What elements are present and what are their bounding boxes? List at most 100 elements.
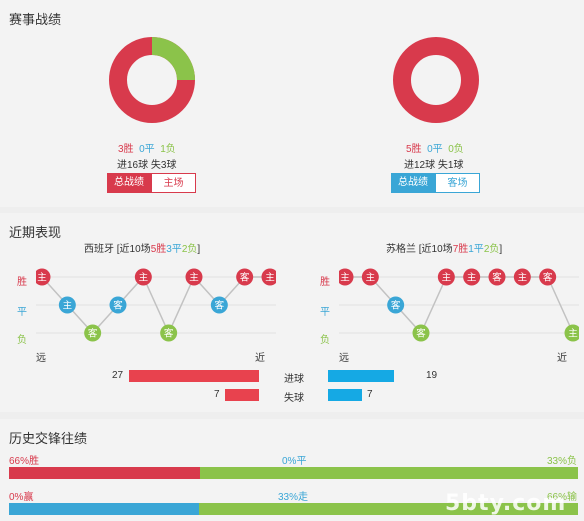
left-form-marker: 客 [160, 324, 178, 342]
watermark: 5bty.com [445, 491, 567, 516]
right-form-marker: 主 [361, 268, 379, 286]
left-form-venue-label: 客 [215, 300, 225, 312]
history-row2-lose-bar [199, 503, 578, 515]
right-form-dot [463, 268, 481, 286]
right-axis-draw: 平 [320, 307, 330, 318]
right-form-dot [437, 268, 455, 286]
right-summary-prefix: [近10场 [418, 244, 453, 255]
left-goals-against-value: 7 [214, 389, 220, 400]
history-row2-push-bar [9, 503, 199, 515]
right-tab-away[interactable]: 客场 [435, 173, 480, 193]
right-goals-for-bar [328, 370, 394, 382]
right-form-marker: 主 [564, 324, 579, 342]
left-draws: 0平 [139, 144, 155, 155]
left-summary-suffix: ] [197, 244, 201, 255]
left-form-chart: 主主客客主客主客客主 [36, 268, 276, 342]
right-donut-win [393, 37, 479, 123]
left-record-counts: 3胜 0平 1负 [118, 140, 176, 155]
left-axis-far: 远 [36, 353, 46, 364]
right-form-dot [539, 268, 557, 286]
left-form-venue-label: 主 [189, 272, 199, 284]
right-tab-all[interactable]: 总战绩 [391, 173, 435, 193]
left-form-dot [185, 268, 203, 286]
right-form-venue-label: 主 [340, 272, 350, 284]
left-form-dot [84, 324, 102, 342]
left-form-venue-label: 客 [240, 272, 250, 284]
right-form-venue-label: 主 [442, 272, 452, 284]
history-row1-mid: 0%平 [282, 456, 307, 467]
right-form-venue-label: 主 [568, 328, 578, 340]
right-form-marker: 主 [437, 268, 455, 286]
left-form-dot [36, 268, 51, 286]
right-goals-against-value: 7 [367, 389, 373, 400]
left-form-line [41, 275, 270, 335]
history-panel: 历史交锋往绩 66%胜 0%平 33%负 0%赢 33%走 66%输 5bty.… [0, 419, 584, 521]
history-row2-left: 0%赢 [9, 492, 34, 503]
left-form-dot [58, 296, 76, 314]
left-form-marker: 客 [109, 296, 127, 314]
right-draws: 0平 [427, 144, 443, 155]
left-form-marker: 主 [58, 296, 76, 314]
history-row1-loss-bar [200, 467, 578, 479]
right-form-dot [339, 268, 354, 286]
left-form-marker: 主 [134, 268, 152, 286]
right-form-marker: 主 [513, 268, 531, 286]
right-record-counts: 5胜 0平 0负 [406, 140, 464, 155]
right-axis-loss: 负 [320, 335, 330, 346]
right-recent-losses: 2负 [483, 244, 500, 255]
left-form-marker: 主 [261, 268, 276, 286]
right-goals: 进12球 失1球 [404, 160, 464, 171]
right-goals-against-bar [328, 389, 362, 401]
right-losses: 0负 [448, 144, 464, 155]
history-title: 历史交锋往绩 [9, 431, 88, 446]
record-title: 赛事战绩 [9, 12, 62, 27]
left-goals-for-bar [129, 370, 259, 382]
left-form-venue-label: 主 [63, 300, 73, 312]
right-form-dot [564, 324, 579, 342]
left-form-venue-label: 客 [113, 300, 123, 312]
left-form-dot [134, 268, 152, 286]
recent-title: 近期表现 [9, 225, 62, 240]
left-form-venue-label: 客 [88, 328, 98, 340]
left-donut-chart [109, 37, 195, 123]
right-form-dot [488, 268, 506, 286]
right-form-venue-label: 客 [416, 328, 426, 340]
left-axis-win: 胜 [17, 277, 27, 288]
right-form-line [345, 276, 574, 335]
left-form-dot [160, 324, 178, 342]
right-recent-summary: 苏格兰 [近10场7胜1平2负] [386, 240, 502, 255]
right-recent-draws: 1平 [468, 244, 484, 255]
left-form-dot [236, 268, 254, 286]
left-goals: 进16球 失3球 [117, 160, 177, 171]
left-form-marker: 主 [185, 268, 203, 286]
left-recent-losses: 2负 [181, 244, 198, 255]
right-wins: 5胜 [406, 144, 422, 155]
left-tab-all[interactable]: 总战绩 [107, 173, 151, 193]
left-losses: 1负 [160, 144, 176, 155]
left-recent-wins: 5胜 [150, 244, 167, 255]
right-form-venue-label: 主 [518, 272, 528, 284]
left-tab-home[interactable]: 主场 [151, 173, 196, 193]
left-form-marker: 客 [236, 268, 254, 286]
right-form-venue-label: 客 [543, 272, 553, 284]
left-axis-near: 近 [255, 353, 265, 364]
right-form-marker: 客 [539, 268, 557, 286]
left-form-venue-label: 主 [265, 272, 275, 284]
right-donut-chart [393, 37, 479, 123]
right-form-dot [387, 296, 405, 314]
history-row1-left: 66%胜 [9, 456, 40, 467]
right-form-dot [513, 268, 531, 286]
right-form-marker: 客 [412, 324, 430, 342]
left-form-marker: 客 [210, 296, 228, 314]
left-team-name: 西班牙 [84, 244, 114, 255]
goals-label: 进球 [284, 374, 304, 385]
left-form-venue-label: 主 [139, 272, 149, 284]
left-axis-loss: 负 [17, 335, 27, 346]
right-axis-far: 远 [339, 353, 349, 364]
right-form-dot [412, 324, 430, 342]
right-form-dot [361, 268, 379, 286]
right-form-marker: 主 [339, 268, 354, 286]
right-axis-win: 胜 [320, 277, 330, 288]
right-summary-suffix: ] [499, 244, 503, 255]
history-row1-win-bar [9, 467, 200, 479]
